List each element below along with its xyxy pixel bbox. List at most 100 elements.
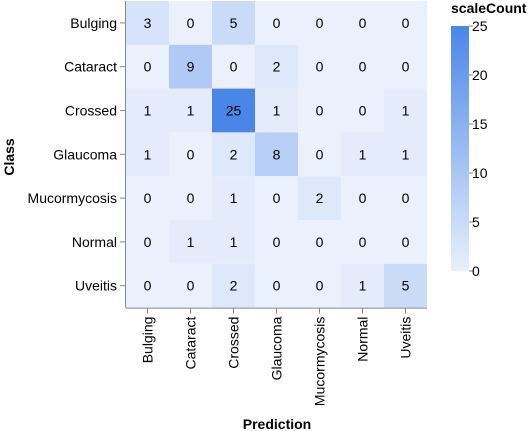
cell-value: 1 (359, 146, 367, 162)
heatmap-cell (341, 88, 384, 133)
x-tick-label: Normal (355, 317, 371, 362)
cell-value: 0 (273, 15, 281, 31)
cell-value: 1 (359, 278, 367, 294)
x-axis-title: Prediction (243, 416, 311, 431)
cell-value: 0 (316, 234, 324, 250)
heatmap-cell (255, 263, 298, 308)
heatmap-cell (341, 44, 384, 89)
cell-value: 0 (402, 59, 410, 75)
cell-value: 1 (402, 146, 410, 162)
cell-value: 0 (273, 278, 281, 294)
heatmap-cell (384, 44, 427, 89)
heatmap-cell (298, 263, 341, 308)
cell-value: 2 (230, 146, 238, 162)
heatmap-cell (298, 132, 341, 177)
cell-value: 0 (187, 15, 195, 31)
heatmap-cell (212, 1, 255, 45)
heatmap-cell (298, 1, 341, 45)
y-tick-label: Glaucoma (53, 146, 117, 162)
heatmap-cell (212, 176, 255, 220)
cell-value: 2 (316, 190, 324, 206)
legend-tick-label: 0 (472, 263, 480, 279)
cell-value: 0 (230, 59, 238, 75)
axes: Bulging Cataract Crossed Glaucoma Mucormycos… (28, 1, 427, 406)
cell-value: 1 (230, 234, 238, 250)
heatmap-cell (169, 88, 212, 133)
heatmap-cell (126, 132, 169, 177)
cell-value: 0 (359, 15, 367, 31)
legend-tick-label: 25 (472, 18, 488, 34)
cell-value: 0 (402, 190, 410, 206)
heatmap-cell (255, 220, 298, 264)
heatmap-cell (384, 176, 427, 220)
x-tick-label: Crossed (226, 317, 242, 369)
heatmap-cells (126, 1, 427, 308)
cell-value: 0 (144, 278, 152, 294)
legend-tick-label: 5 (472, 214, 480, 230)
legend-tick-label: 10 (472, 165, 488, 181)
cell-value: 0 (359, 234, 367, 250)
y-tick-label: Uveitis (75, 278, 117, 294)
cell-value: 9 (187, 59, 195, 75)
cell-value: 1 (187, 234, 195, 250)
cell-value: 1 (230, 190, 238, 206)
cell-value: 0 (316, 103, 324, 119)
cell-value: 1 (144, 146, 152, 162)
cell-value: 0 (144, 190, 152, 206)
cell-value: 0 (144, 59, 152, 75)
heatmap-cell (212, 44, 255, 89)
heatmap-cell (169, 1, 212, 45)
cell-value: 0 (359, 103, 367, 119)
cell-value: 0 (187, 190, 195, 206)
heatmap-cell (255, 176, 298, 220)
heatmap-cell (169, 44, 212, 89)
x-tick-label: Cataract (183, 317, 199, 370)
heatmap-cell (341, 132, 384, 177)
x-tick-label: Glaucoma (269, 316, 285, 380)
heatmap-cell (255, 88, 298, 133)
heatmap-cell (126, 88, 169, 133)
heatmap-cell (169, 263, 212, 308)
cell-value: 25 (226, 103, 242, 119)
heatmap-cell (384, 263, 427, 308)
cell-value: 0 (316, 15, 324, 31)
cell-value: 0 (402, 15, 410, 31)
y-tick-label: Normal (72, 234, 117, 250)
y-tick-label: Crossed (65, 103, 117, 119)
cell-value: 5 (402, 278, 410, 294)
heatmap-cell (255, 44, 298, 89)
cell-value: 0 (316, 278, 324, 294)
cell-value: 0 (316, 146, 324, 162)
heatmap-cell (341, 1, 384, 45)
legend-title: scaleCount (451, 0, 527, 16)
heatmap-cell (298, 44, 341, 89)
y-tick-label: Mucormycosis (28, 190, 117, 206)
heatmap-cell (384, 88, 427, 133)
legend-gradient-bar (451, 26, 469, 271)
heatmap-cell-labels: 3 0 5 0 0 0 00 9 0 2 0 0 01 1 25 1 0 0 11 0 2 8 0 1 10 0 1 0 2 0 00 1 1 0… (144, 15, 410, 294)
heatmap-cell (384, 132, 427, 177)
cell-value: 0 (359, 59, 367, 75)
heatmap-cell (126, 263, 169, 308)
cell-value: 0 (187, 146, 195, 162)
heatmap-cell (126, 176, 169, 220)
legend-tick-label: 15 (472, 116, 488, 132)
heatmap-cell (126, 44, 169, 89)
heatmap-cell (212, 132, 255, 177)
cell-value: 0 (402, 234, 410, 250)
heatmap-cell (212, 220, 255, 264)
cell-value: 0 (273, 234, 281, 250)
heatmap-cell (212, 88, 255, 133)
y-tick-label: Bulging (70, 15, 117, 31)
cell-value: 0 (273, 190, 281, 206)
heatmap-cell (341, 220, 384, 264)
cell-value: 0 (316, 59, 324, 75)
cell-value: 1 (144, 103, 152, 119)
heatmap-cell (255, 132, 298, 177)
heatmap-cell (384, 1, 427, 45)
cell-value: 2 (230, 278, 238, 294)
heatmap-cell (298, 176, 341, 220)
legend-tick-label: 20 (472, 67, 488, 83)
color-legend: scaleCount 0 5 10 15 20 25 (451, 0, 527, 279)
